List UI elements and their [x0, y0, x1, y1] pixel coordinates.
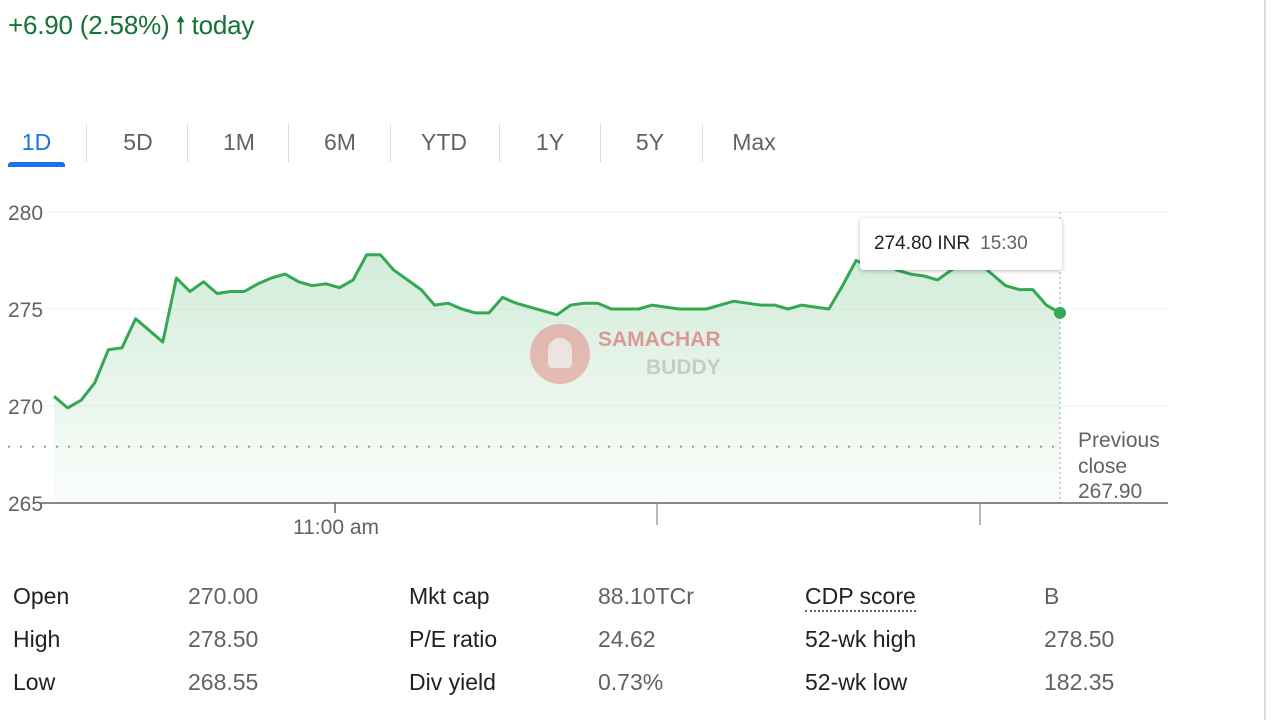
stat-label-52wk-high: 52-wk high: [805, 626, 917, 652]
stat-value-mkt-cap: 88.10TCr: [598, 583, 694, 609]
stats-table: Open 270.00 Mkt cap 88.10TCr CDP score B…: [0, 576, 1200, 706]
price-area: [54, 254, 1060, 503]
stat-label-open: Open: [13, 583, 70, 609]
tab-ytd[interactable]: YTD: [421, 128, 467, 155]
tab-max[interactable]: Max: [732, 128, 776, 155]
blurred-subtitle: [8, 68, 308, 90]
previous-close-label: Previous: [1078, 429, 1160, 452]
change-value: +6.90 (2.58%): [8, 10, 170, 40]
stat-value-cdp-score: B: [1044, 583, 1060, 609]
arrow-up-icon: 🠕: [175, 11, 186, 39]
price-tooltip: 274.80 INR 15:30: [860, 218, 1062, 270]
active-tab-indicator: [8, 162, 65, 167]
stat-label-div-yield: Div yield: [409, 669, 496, 695]
stat-label-pe-ratio: P/E ratio: [409, 626, 498, 652]
stat-value-pe-ratio: 24.62: [598, 626, 656, 652]
tab-6m[interactable]: 6M: [324, 128, 356, 155]
y-tick-label: 265: [8, 493, 43, 516]
tab-divider: [600, 124, 601, 162]
stat-label-52wk-low: 52-wk low: [805, 669, 908, 695]
tooltip-time: 15:30: [980, 233, 1028, 254]
stat-label-cdp-score[interactable]: CDP score: [805, 576, 916, 616]
x-tick-label: 11:00 am: [293, 516, 379, 539]
tab-divider: [390, 124, 391, 162]
tab-divider: [86, 124, 87, 162]
tab-5y[interactable]: 5Y: [635, 128, 665, 155]
y-tick-label: 270: [8, 396, 43, 419]
stat-value-high: 278.50: [188, 626, 259, 652]
stat-value-div-yield: 0.73%: [598, 669, 664, 695]
price-change: +6.90 (2.58%) 🠕 today: [8, 10, 254, 41]
stat-label-mkt-cap: Mkt cap: [409, 583, 490, 609]
stat-label-low: Low: [13, 669, 56, 695]
y-tick-label: 275: [8, 299, 43, 322]
range-tabs: 1D 5D 1M 6M YTD 1Y 5Y Max: [0, 118, 820, 170]
cdp-score-link[interactable]: CDP score: [805, 582, 916, 612]
tooltip-price: 274.80 INR: [874, 233, 971, 254]
tab-divider: [499, 124, 500, 162]
y-tick-label: 280: [8, 202, 43, 225]
panel-edge: [1264, 0, 1266, 720]
tab-divider: [288, 124, 289, 162]
tab-divider: [187, 124, 188, 162]
change-period: today: [191, 10, 255, 40]
tab-divider: [702, 124, 703, 162]
previous-close-label: close: [1078, 455, 1127, 478]
stat-value-open: 270.00: [188, 583, 259, 609]
tab-1m[interactable]: 1M: [223, 128, 255, 155]
stat-value-52wk-low: 182.35: [1044, 669, 1115, 695]
previous-close-value: 267.90: [1078, 480, 1142, 503]
stat-value-52wk-high: 278.50: [1044, 626, 1115, 652]
last-price-point: [1054, 306, 1066, 319]
stat-value-low: 268.55: [188, 669, 259, 695]
tab-1y[interactable]: 1Y: [535, 128, 565, 155]
stat-label-high: High: [13, 626, 61, 652]
tab-1d[interactable]: 1D: [21, 128, 52, 155]
tab-5d[interactable]: 5D: [123, 128, 153, 155]
